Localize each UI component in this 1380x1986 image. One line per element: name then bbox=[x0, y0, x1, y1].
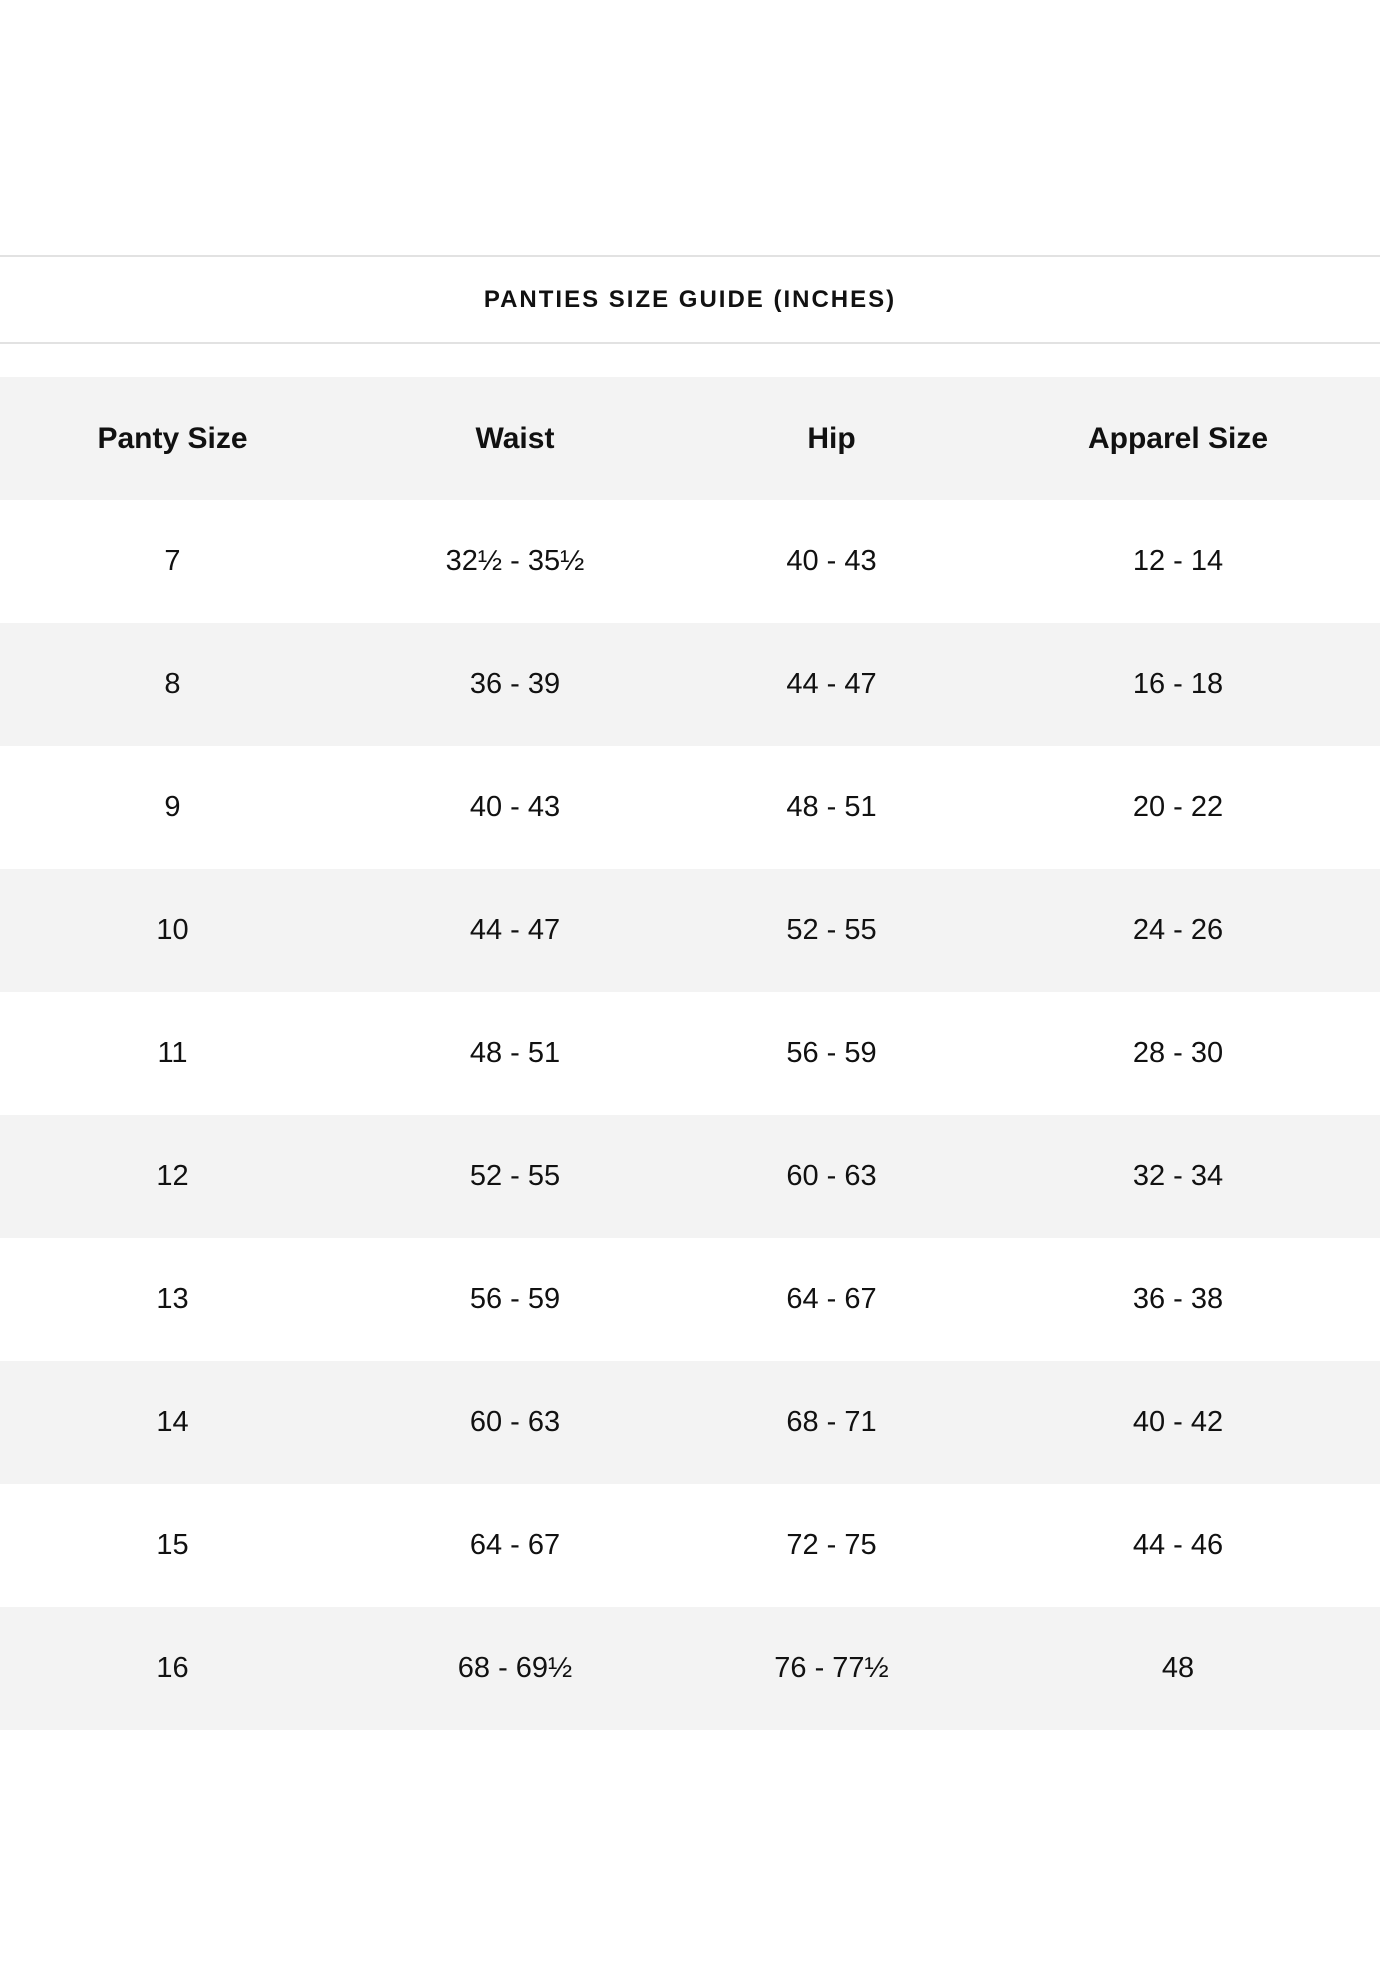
cell-panty-size: 8 bbox=[164, 668, 181, 700]
cell-hip: 64 - 67 bbox=[786, 1283, 877, 1315]
size-guide-table: Panty Size Waist Hip Apparel Size 7 32½ -… bbox=[0, 377, 1380, 1730]
header-panty-size: Panty Size bbox=[97, 421, 248, 455]
header-apparel-size: Apparel Size bbox=[1087, 421, 1269, 455]
table-row: 10 44 - 47 52 - 55 24 - 26 bbox=[0, 869, 1380, 992]
cell-apparel-size: 32 - 34 bbox=[1132, 1160, 1224, 1192]
table-row: 15 64 - 67 72 - 75 44 - 46 bbox=[0, 1484, 1380, 1607]
cell-apparel-size: 28 - 30 bbox=[1132, 1037, 1224, 1069]
cell-waist: 52 - 55 bbox=[469, 1160, 561, 1192]
cell-hip: 56 - 59 bbox=[786, 1037, 877, 1069]
table-header-row: Panty Size Waist Hip Apparel Size bbox=[0, 377, 1380, 500]
cell-waist: 40 - 43 bbox=[469, 791, 561, 823]
header-waist: Waist bbox=[475, 421, 555, 455]
cell-hip: 40 - 43 bbox=[786, 545, 877, 577]
cell-waist: 56 - 59 bbox=[469, 1283, 561, 1315]
cell-hip: 44 - 47 bbox=[786, 668, 877, 700]
page-title: PANTIES SIZE GUIDE (INCHES) bbox=[483, 285, 897, 313]
cell-waist: 32½ - 35½ bbox=[445, 545, 585, 577]
cell-hip: 60 - 63 bbox=[786, 1160, 877, 1192]
cell-hip: 76 - 77½ bbox=[774, 1652, 889, 1684]
cell-waist: 44 - 47 bbox=[469, 914, 561, 946]
cell-apparel-size: 12 - 14 bbox=[1132, 545, 1224, 577]
cell-waist: 68 - 69½ bbox=[457, 1652, 573, 1684]
cell-panty-size: 12 bbox=[156, 1160, 189, 1192]
cell-waist: 64 - 67 bbox=[469, 1529, 561, 1561]
cell-panty-size: 11 bbox=[157, 1037, 188, 1069]
cell-panty-size: 14 bbox=[156, 1406, 189, 1438]
cell-panty-size: 13 bbox=[156, 1283, 189, 1315]
cell-panty-size: 10 bbox=[156, 914, 189, 946]
cell-waist: 60 - 63 bbox=[469, 1406, 561, 1438]
cell-panty-size: 15 bbox=[156, 1529, 189, 1561]
cell-hip: 48 - 51 bbox=[786, 791, 877, 823]
cell-panty-size: 7 bbox=[164, 545, 181, 577]
cell-panty-size: 9 bbox=[164, 791, 181, 823]
cell-hip: 52 - 55 bbox=[786, 914, 877, 946]
cell-waist: 48 - 51 bbox=[469, 1037, 561, 1069]
table-row: 8 36 - 39 44 - 47 16 - 18 bbox=[0, 623, 1380, 746]
cell-apparel-size: 44 - 46 bbox=[1132, 1529, 1224, 1561]
cell-panty-size: 16 bbox=[156, 1652, 189, 1684]
cell-apparel-size: 40 - 42 bbox=[1132, 1406, 1224, 1438]
cell-apparel-size: 24 - 26 bbox=[1132, 914, 1224, 946]
table-row: 7 32½ - 35½ 40 - 43 12 - 14 bbox=[0, 500, 1380, 623]
header-hip: Hip bbox=[807, 421, 856, 455]
table-row: 13 56 - 59 64 - 67 36 - 38 bbox=[0, 1238, 1380, 1361]
cell-apparel-size: 20 - 22 bbox=[1132, 791, 1224, 823]
table-row: 12 52 - 55 60 - 63 32 - 34 bbox=[0, 1115, 1380, 1238]
cell-hip: 68 - 71 bbox=[786, 1406, 877, 1438]
table-row: 9 40 - 43 48 - 51 20 - 22 bbox=[0, 746, 1380, 869]
cell-apparel-size: 36 - 38 bbox=[1132, 1283, 1224, 1315]
cell-waist: 36 - 39 bbox=[469, 668, 561, 700]
table-row: 11 48 - 51 56 - 59 28 - 30 bbox=[0, 992, 1380, 1115]
cell-apparel-size: 48 bbox=[1161, 1652, 1195, 1684]
cell-apparel-size: 16 - 18 bbox=[1132, 668, 1224, 700]
table-row: 14 60 - 63 68 - 71 40 - 42 bbox=[0, 1361, 1380, 1484]
table-row: 16 68 - 69½ 76 - 77½ 48 bbox=[0, 1607, 1380, 1730]
cell-hip: 72 - 75 bbox=[786, 1529, 877, 1561]
title-bar: PANTIES SIZE GUIDE (INCHES) bbox=[0, 255, 1380, 344]
